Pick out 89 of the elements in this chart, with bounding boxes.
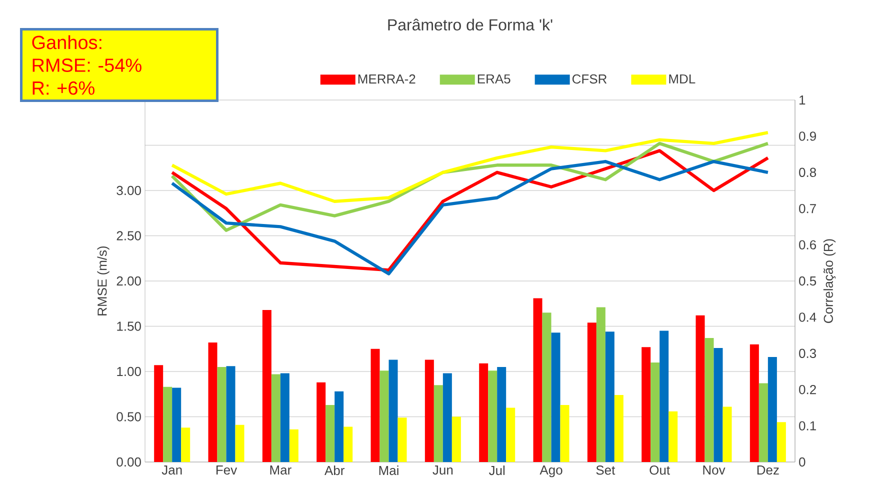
y-tick-label: 3.00 xyxy=(116,186,141,196)
bar xyxy=(334,391,344,462)
text: Ganhos: xyxy=(32,35,102,50)
y2-tick-label: 0.4 xyxy=(799,312,816,322)
x-tick-label: Ago xyxy=(540,466,562,478)
bar xyxy=(560,404,570,462)
bar xyxy=(154,365,164,462)
x-tick-label: Nov xyxy=(703,466,726,475)
y2-tick-label: 0.1 xyxy=(799,421,816,430)
legend-label: MDL xyxy=(669,74,696,84)
y-tick-label: 0.50 xyxy=(116,412,141,422)
bar xyxy=(642,347,651,462)
bar xyxy=(434,385,443,462)
chart-title: Parâmetro de Forma 'k' xyxy=(388,18,552,30)
bar xyxy=(235,424,244,462)
text: R: +6% xyxy=(32,81,94,95)
bar xyxy=(696,315,705,462)
bar xyxy=(750,344,759,462)
bar xyxy=(497,366,506,462)
bar xyxy=(758,383,768,462)
x-tick-label: Jul xyxy=(488,466,505,476)
bar xyxy=(768,357,777,462)
bar xyxy=(380,370,389,462)
bar xyxy=(442,373,452,462)
bar xyxy=(542,312,552,462)
bar xyxy=(326,404,335,462)
y2-tick-label: 0.9 xyxy=(799,132,816,141)
y-tick-label: 1.00 xyxy=(117,366,141,376)
y-tick-label: 2.00 xyxy=(116,276,141,286)
bar xyxy=(587,322,596,462)
x-tick-label: Mai xyxy=(379,466,398,476)
y2-axis-title: Correlação (R) xyxy=(823,239,836,323)
y2-tick-label: 0.7 xyxy=(799,204,816,214)
bar xyxy=(704,338,714,462)
bar xyxy=(316,382,326,462)
y-tick-label: 0.00 xyxy=(116,457,141,467)
y2-tick-label: 0.3 xyxy=(799,348,816,358)
x-tick-label: Dez xyxy=(757,466,779,475)
bar xyxy=(650,362,660,462)
bar xyxy=(163,386,172,462)
bar xyxy=(289,429,298,462)
bar xyxy=(181,428,190,462)
bar xyxy=(424,360,434,462)
x-tick-label: Jun xyxy=(432,466,453,475)
bar xyxy=(722,406,732,462)
legend-label: ERA5 xyxy=(478,74,510,84)
bar xyxy=(596,307,606,462)
bar xyxy=(660,330,669,462)
bar xyxy=(398,418,407,462)
bar xyxy=(479,363,488,462)
bar xyxy=(452,416,461,462)
bar xyxy=(262,310,272,462)
legend-label: MERRA-2 xyxy=(358,74,416,84)
y2-tick-label: 1 xyxy=(800,96,806,104)
y2-tick-label: 0.2 xyxy=(799,384,816,394)
bar xyxy=(344,426,353,462)
bar xyxy=(506,408,516,462)
bar xyxy=(271,374,280,462)
y2-tick-label: 0 xyxy=(799,457,806,467)
bar xyxy=(551,332,560,462)
bar xyxy=(208,342,218,462)
x-tick-label: Jan xyxy=(162,466,182,475)
bar xyxy=(280,373,290,462)
line-series xyxy=(170,130,770,203)
y-tick-label: 2.50 xyxy=(116,231,141,240)
bar xyxy=(776,422,786,462)
y-tick-label: 1.50 xyxy=(117,322,141,331)
bar xyxy=(668,411,678,462)
bar xyxy=(172,388,182,462)
x-tick-label: Set xyxy=(596,466,616,475)
bar xyxy=(605,332,614,462)
bar xyxy=(614,395,624,462)
y2-tick-label: 0.6 xyxy=(799,240,816,250)
x-tick-label: Out xyxy=(650,466,670,475)
bar xyxy=(226,366,236,462)
y2-tick-label: 0.8 xyxy=(799,168,816,177)
text: RMSE: -54% xyxy=(32,58,142,72)
x-tick-label: Fev xyxy=(216,466,238,475)
bar xyxy=(217,366,226,462)
bar xyxy=(714,348,723,462)
bar xyxy=(533,298,542,462)
y-axis-title: RMSE (m/s) xyxy=(97,246,110,316)
legend-label: CFSR xyxy=(572,74,607,84)
x-tick-label: Abr xyxy=(324,466,344,476)
y2-tick-label: 0.5 xyxy=(799,276,816,286)
x-tick-label: Mar xyxy=(270,466,292,475)
bar xyxy=(388,360,398,462)
bar xyxy=(370,348,380,462)
bar xyxy=(488,370,498,462)
